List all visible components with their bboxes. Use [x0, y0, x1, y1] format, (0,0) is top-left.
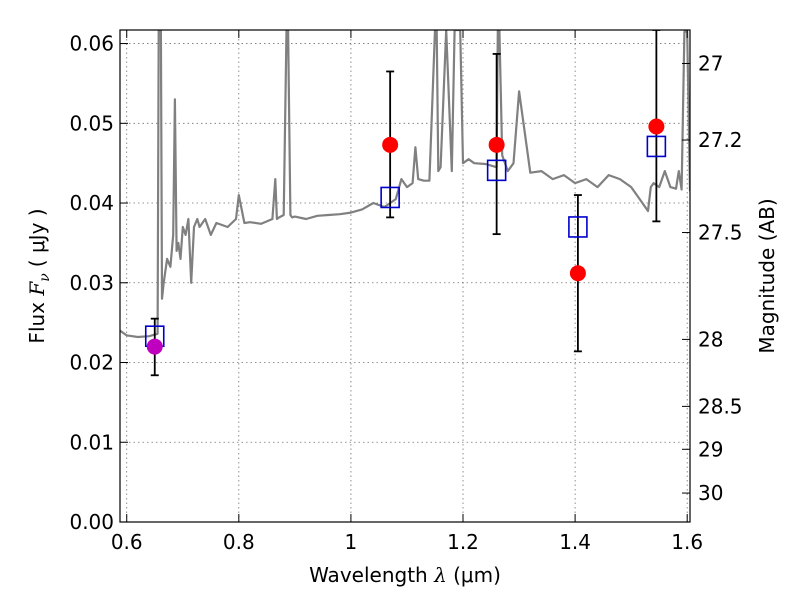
y-tick-label: 0.01	[69, 430, 114, 454]
plot-background	[120, 30, 690, 522]
y-axis-label-prefix: Flux	[25, 302, 49, 344]
y2-axis-label: Magnitude (AB)	[755, 198, 779, 353]
x-axis-label-lambda: λ	[433, 563, 447, 587]
y-tick-label: 0.06	[69, 32, 114, 56]
observed-point	[648, 118, 665, 135]
y-axis-label-unit: ( μJy )	[25, 208, 49, 267]
x-tick-label: 1.4	[559, 530, 591, 554]
y2-tick-label: 30	[698, 481, 723, 505]
y-axis-label: Flux Fν ( μJy )	[25, 208, 53, 343]
y-tick-label: 0.02	[69, 351, 114, 375]
y2-tick-label: 29	[698, 437, 723, 461]
x-axis-label-prefix: Wavelength	[309, 563, 428, 587]
model-point-square	[646, 135, 667, 158]
observed-point	[488, 136, 505, 153]
y2-tick-label: 28	[698, 327, 723, 351]
y-tick-label: 0.00	[69, 510, 114, 534]
x-tick-label: 1.6	[671, 530, 703, 554]
model-spectrum	[120, 30, 690, 339]
model-point-square	[486, 159, 507, 182]
observed-point	[569, 265, 586, 282]
y-tick-label: 0.03	[69, 271, 114, 295]
observed-point	[146, 338, 163, 355]
axis-ticks	[120, 30, 690, 523]
y2-tick-label: 27	[698, 51, 723, 75]
y-tick-label: 0.05	[69, 111, 114, 135]
observed-point	[382, 136, 399, 153]
model-point-square	[380, 186, 400, 209]
x-axis-label: Wavelength λ (μm)	[309, 563, 501, 587]
spectrum-line	[120, 30, 690, 339]
y-axis-label-subscript: ν	[37, 273, 53, 282]
y-axis-label-symbol: F	[25, 281, 49, 297]
data-markers	[144, 118, 667, 355]
plot-frame	[119, 29, 691, 523]
y2-tick-label: 27.5	[698, 221, 743, 245]
y2-tick-label: 27.2	[698, 128, 743, 152]
x-tick-label: 1	[345, 530, 358, 554]
axis-tick-labels: 0.6 0.8 1 1.2 1.4 1.6 0.00 0.01 0.02 0.03 0.04 0.05…	[69, 32, 742, 554]
y2-tick-label: 28.5	[698, 394, 743, 418]
x-tick-label: 0.6	[111, 530, 143, 554]
y-tick-label: 0.04	[69, 191, 114, 215]
x-tick-label: 1.2	[447, 530, 479, 554]
model-point-square	[568, 216, 588, 238]
x-tick-label: 0.8	[223, 530, 255, 554]
x-axis-label-unit: (μm)	[453, 563, 501, 587]
